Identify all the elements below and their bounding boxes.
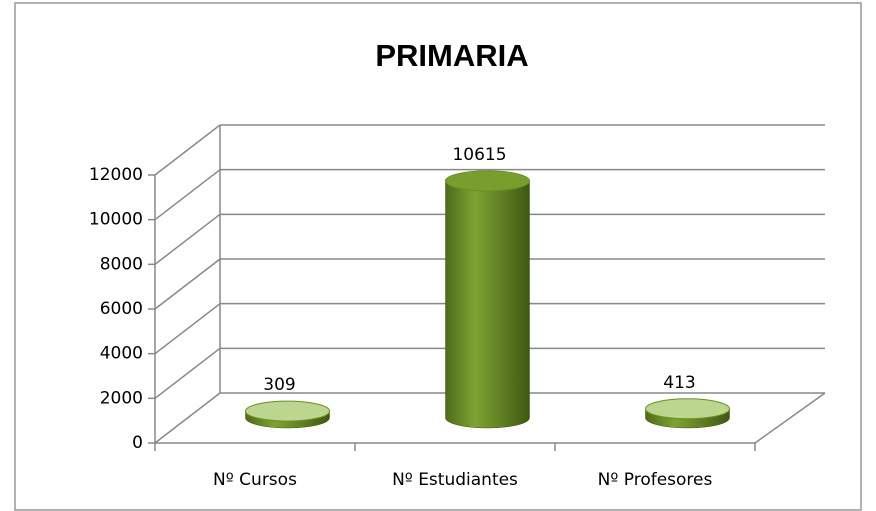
y-tick-label: 10000 — [89, 210, 143, 230]
grid-line-side — [154, 392, 221, 444]
grid-line-side — [154, 169, 221, 221]
bar-top — [445, 170, 530, 192]
y-tick-label: 12000 — [89, 165, 143, 185]
grid-line-side — [154, 303, 221, 355]
bar — [245, 400, 330, 429]
grid-line-side — [154, 124, 221, 176]
bar-body — [445, 180, 530, 429]
chart-title: PRIMARIA — [375, 38, 528, 73]
y-tick-label: 2000 — [100, 388, 143, 408]
bar — [445, 170, 530, 429]
value-label: 309 — [263, 375, 295, 395]
chart-border — [14, 2, 862, 511]
grid-line-side — [154, 258, 221, 310]
bar — [645, 398, 730, 429]
value-label: 413 — [663, 373, 695, 393]
value-label: 10615 — [452, 145, 506, 165]
y-tick-label: 8000 — [100, 254, 143, 274]
y-tick-label: 0 — [132, 433, 143, 453]
y-tick-label: 6000 — [100, 299, 143, 319]
bar-top — [245, 400, 330, 422]
grid-line-side — [154, 347, 221, 399]
grid-line-side — [154, 213, 221, 265]
y-tick-label: 4000 — [100, 344, 143, 364]
bar-top — [645, 398, 730, 420]
x-tick-label: Nº Estudiantes — [392, 470, 518, 490]
floor-right-edge — [754, 392, 826, 444]
x-tick-label: Nº Cursos — [213, 470, 297, 490]
x-tick-label: Nº Profesores — [598, 470, 713, 490]
